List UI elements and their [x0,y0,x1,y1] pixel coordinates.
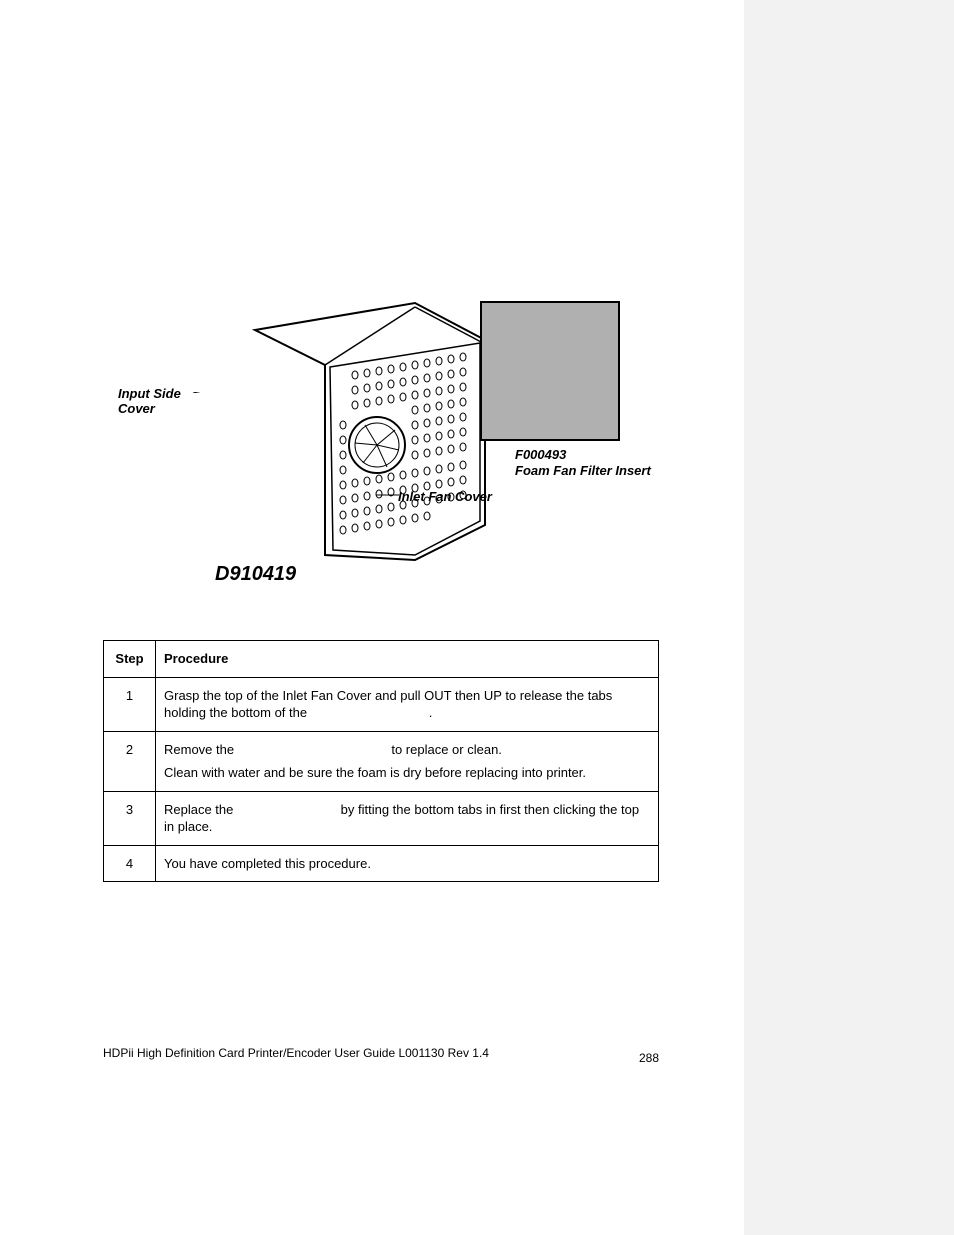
page-footer: HDPii High Definition Card Printer/Encod… [103,1046,659,1060]
foam-filter-box [480,301,620,441]
step-cell: 4 [104,845,156,882]
procedure-cell: Remove the to replace or clean. Clean wi… [156,731,659,791]
foam-label-l1: F000493 [515,447,566,462]
text: . [429,705,433,720]
header-procedure: Procedure [156,641,659,678]
inlet-fan-cover-label: Inlet Fan Cover [398,489,492,504]
text: by fitting the bottom tabs in first then… [164,802,639,835]
text: Remove the [164,742,234,757]
printer-diagram [215,295,505,575]
sidebar-strip [744,0,954,1235]
table-row: 1 Grasp the top of the Inlet Fan Cover a… [104,677,659,731]
table-row: 4 You have completed this procedure. [104,845,659,882]
procedure-cell: Replace the by fitting the bottom tabs i… [156,791,659,845]
text: Clean with water and be sure the foam is… [164,765,586,780]
foam-filter-label: F000493 Foam Fan Filter Insert [515,447,651,478]
step-cell: 2 [104,731,156,791]
table-row: 2 Remove the to replace or clean. Clean … [104,731,659,791]
text: Replace the [164,802,233,817]
input-side-cover-label: Input Side Cover [118,387,181,417]
page-number: 288 [639,1051,659,1065]
procedure-cell: You have completed this procedure. [156,845,659,882]
lead-line-inlet-fan [376,495,399,496]
label-line2: Cover [118,401,155,416]
step-cell: 1 [104,677,156,731]
foam-label-l2: Foam Fan Filter Insert [515,463,651,478]
text: to replace or clean. [391,742,502,757]
text: Grasp the top of the Inlet Fan Cover and… [164,688,612,721]
header-step: Step [104,641,156,678]
diagram-area: Input Side Cover [100,295,680,585]
text: You have completed this procedure. [164,856,371,871]
procedure-table: Step Procedure 1 Grasp the top of the In… [103,640,659,882]
table-header-row: Step Procedure [104,641,659,678]
step-cell: 3 [104,791,156,845]
footer-text: HDPii High Definition Card Printer/Encod… [103,1046,489,1060]
page-content: Input Side Cover [0,0,744,1235]
procedure-cell: Grasp the top of the Inlet Fan Cover and… [156,677,659,731]
table-row: 3 Replace the by fitting the bottom tabs… [104,791,659,845]
label-line1: Input Side [118,386,181,401]
part-number: D910419 [215,563,296,586]
